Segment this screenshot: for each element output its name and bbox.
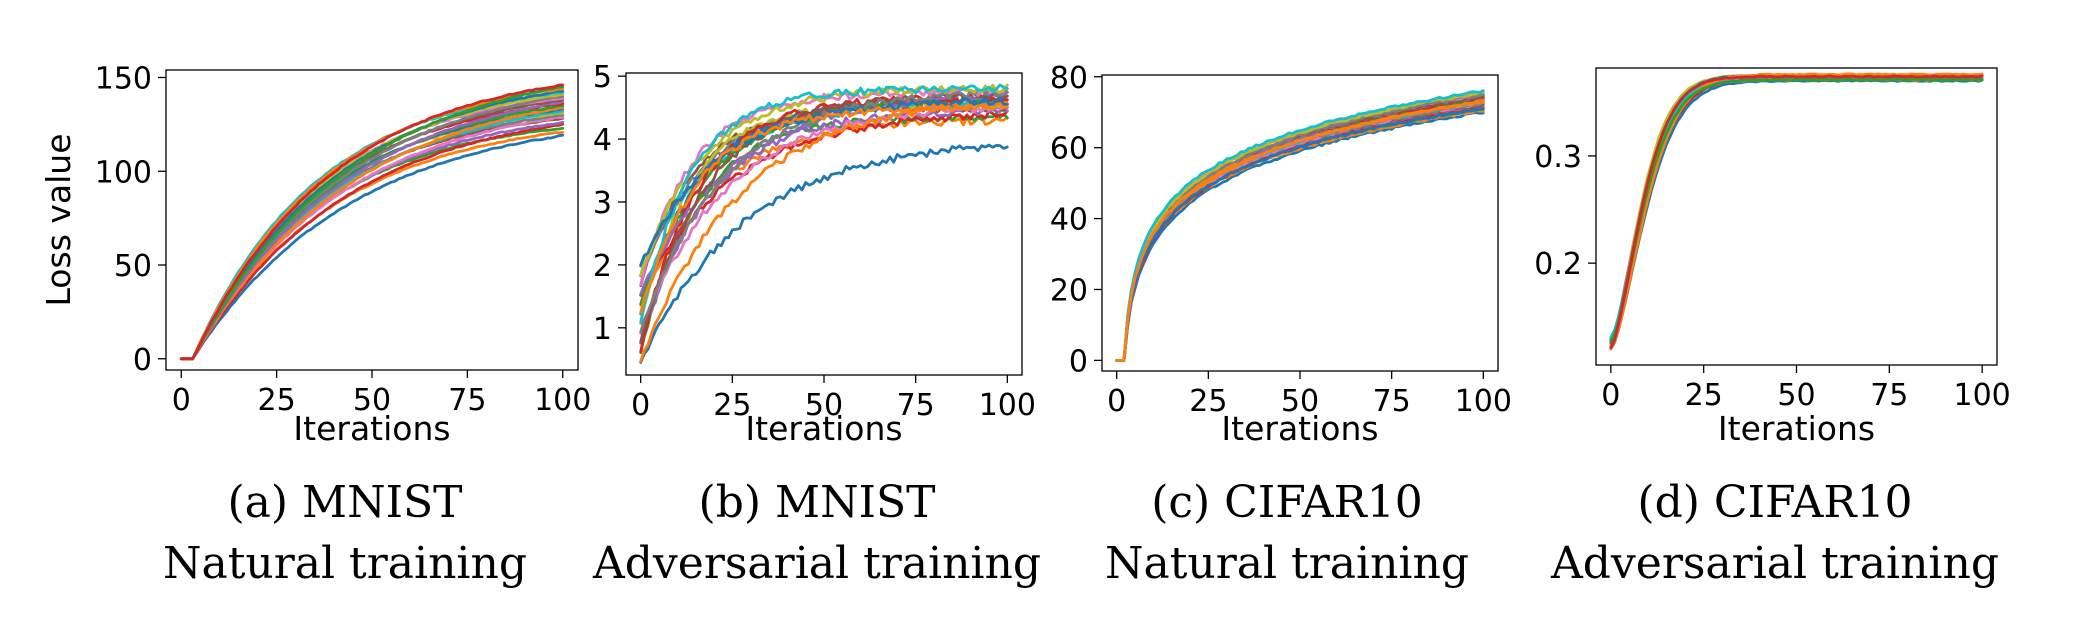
- series-line: [1609, 73, 1984, 339]
- caption-line-1: (a) MNIST: [228, 477, 463, 528]
- x-tick-label: 25: [1189, 384, 1227, 419]
- y-tick-label: 150: [95, 62, 152, 97]
- y-tick-label: 1: [593, 312, 612, 347]
- caption-line-2: Natural training: [1105, 538, 1469, 589]
- y-axis-label: Loss value: [39, 133, 78, 306]
- x-tick-label: 0: [172, 383, 191, 418]
- series-line: [639, 93, 1009, 353]
- x-tick-label: 0: [1601, 378, 1620, 413]
- series-line: [1609, 73, 1984, 346]
- series-line: [1609, 73, 1984, 345]
- x-tick-label: 75: [897, 388, 935, 423]
- series-group: [179, 83, 565, 361]
- caption-line-2: Adversarial training: [592, 538, 1041, 589]
- y-tick-label: 40: [1050, 203, 1088, 238]
- x-axis-label: Iterations: [1718, 409, 1875, 448]
- x-tick-label: 75: [1870, 378, 1908, 413]
- series-line: [1609, 72, 1984, 351]
- y-tick-label: 60: [1050, 132, 1088, 167]
- caption-line-1: (c) CIFAR10: [1151, 477, 1423, 528]
- x-tick-label: 100: [1455, 384, 1512, 419]
- series-line: [1115, 109, 1485, 362]
- series-line: [1609, 74, 1984, 340]
- y-tick-label: 2: [593, 249, 612, 284]
- series-line: [179, 98, 565, 361]
- x-tick-label: 25: [258, 383, 296, 418]
- y-tick-label: 50: [114, 249, 152, 284]
- y-tick-label: 0.3: [1534, 140, 1582, 175]
- series-group: [1609, 72, 1984, 351]
- x-tick-label: 100: [979, 388, 1036, 423]
- series-line: [1115, 100, 1485, 362]
- x-tick-label: 50: [805, 388, 843, 423]
- series-line: [1115, 89, 1485, 362]
- caption-line-1: (b) MNIST: [699, 477, 936, 528]
- series-line: [639, 87, 1009, 334]
- series-line: [1609, 74, 1984, 349]
- series-line: [179, 109, 565, 361]
- series-line: [639, 98, 1009, 363]
- panel-1: 0 25 50 75 100 0 50 100 150 Iterations Loss value (…: [39, 62, 591, 590]
- panel-4: 0 25 50 75 100 0.2 0.3 Iterations (d) CIFAR10 Adv…: [1534, 67, 2011, 589]
- series-line: [1609, 77, 1984, 344]
- series-group: [1115, 89, 1485, 362]
- caption-line-2: Adversarial training: [1550, 538, 1999, 589]
- series-line: [639, 102, 1009, 315]
- series-line: [179, 122, 565, 361]
- y-tick-label: 3: [593, 186, 612, 221]
- x-tick-label: 25: [713, 388, 751, 423]
- x-tick-label: 50: [1777, 378, 1815, 413]
- y-tick-label: 0: [1069, 344, 1088, 379]
- series-line: [639, 103, 1009, 335]
- panel-2: 0 25 50 75 100 1 2 3 4 5 Iterations (b) MNIST Advers…: [592, 60, 1041, 589]
- x-tick-label: 0: [1107, 384, 1126, 419]
- y-tick-label: 20: [1050, 273, 1088, 308]
- y-tick-label: 0.2: [1534, 247, 1582, 282]
- series-line: [639, 112, 1009, 355]
- series-line: [179, 100, 565, 361]
- x-tick-label: 50: [353, 383, 391, 418]
- x-tick-label: 100: [534, 383, 591, 418]
- series-line: [639, 143, 1009, 364]
- x-tick-label: 25: [1685, 378, 1723, 413]
- caption-line-1: (d) CIFAR10: [1637, 477, 1912, 528]
- series-line: [179, 87, 565, 361]
- series-line: [639, 102, 1009, 287]
- series-line: [1115, 107, 1485, 362]
- y-tick-label: 4: [593, 123, 612, 158]
- x-tick-label: 100: [1954, 378, 2011, 413]
- series-line: [1115, 91, 1485, 362]
- y-tick-label: 5: [593, 60, 612, 95]
- y-tick-label: 0: [133, 343, 152, 378]
- series-group: [639, 83, 1009, 364]
- x-tick-label: 75: [448, 383, 486, 418]
- plot-frame: [1595, 67, 1998, 366]
- series-line: [1115, 92, 1485, 362]
- series-line: [179, 106, 565, 361]
- y-tick-label: 100: [95, 155, 152, 190]
- x-tick-label: 0: [631, 388, 650, 423]
- caption-line-2: Natural training: [163, 538, 527, 589]
- series-line: [179, 133, 565, 361]
- panel-3: 0 25 50 75 100 0 20 40 60 80 Iterations (c) CIFAR10…: [1050, 61, 1512, 589]
- x-axis-label: Iterations: [293, 409, 450, 448]
- x-axis-label: Iterations: [1221, 409, 1378, 448]
- series-line: [179, 83, 565, 361]
- x-tick-label: 50: [1281, 384, 1319, 419]
- series-line: [179, 85, 565, 361]
- series-line: [1115, 111, 1485, 362]
- x-axis-label: Iterations: [745, 409, 902, 448]
- x-tick-label: 75: [1373, 384, 1411, 419]
- y-tick-label: 80: [1050, 61, 1088, 96]
- series-line: [639, 83, 1009, 324]
